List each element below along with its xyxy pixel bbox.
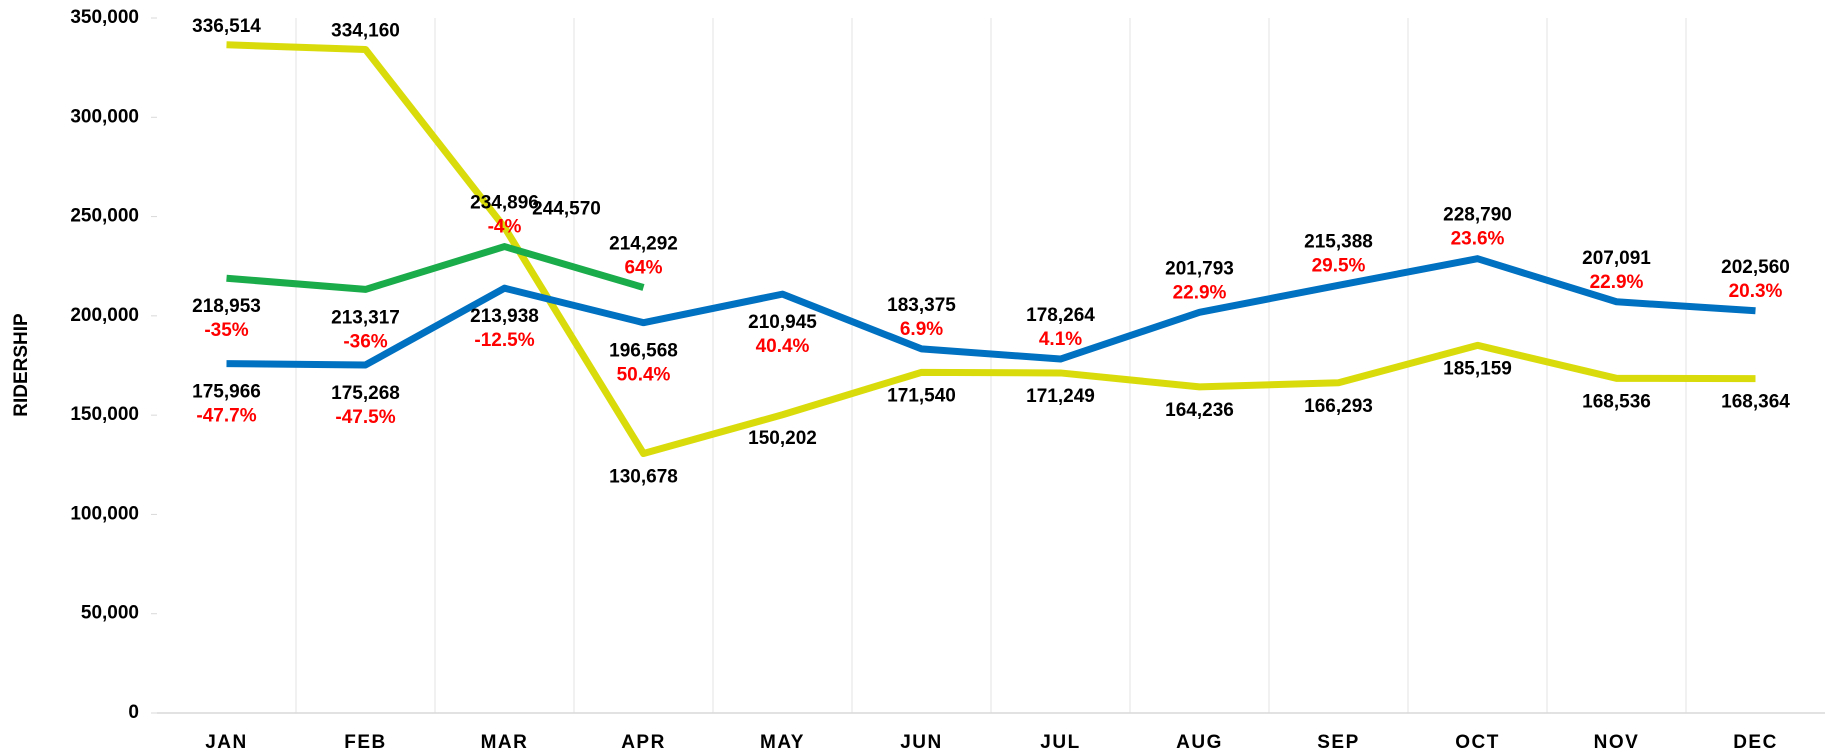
value-label: 171,540 bbox=[887, 385, 956, 406]
x-tick-label: JAN bbox=[205, 732, 248, 753]
pct-label: -47.7% bbox=[196, 406, 256, 427]
value-label: 178,264 bbox=[1026, 305, 1095, 326]
value-label: 201,793 bbox=[1165, 258, 1234, 279]
value-label: 185,159 bbox=[1443, 358, 1512, 379]
pct-label: 20.3% bbox=[1729, 281, 1783, 302]
y-tick-label: 200,000 bbox=[70, 305, 139, 326]
value-label: 168,536 bbox=[1582, 391, 1651, 412]
series-line bbox=[226, 243, 645, 293]
pct-label: -47.5% bbox=[335, 407, 395, 428]
y-tick-label: 50,000 bbox=[81, 603, 139, 624]
x-tick-label: FEB bbox=[344, 732, 387, 753]
value-label: 234,896 bbox=[470, 193, 539, 214]
x-tick-label: APR bbox=[621, 732, 666, 753]
value-label: 334,160 bbox=[331, 20, 400, 41]
pct-label: 4.1% bbox=[1039, 329, 1082, 350]
value-label: 130,678 bbox=[609, 467, 678, 488]
x-tick-label: JUL bbox=[1040, 732, 1080, 753]
x-tick-label: MAR bbox=[481, 732, 529, 753]
x-tick-label: MAY bbox=[760, 732, 805, 753]
value-label: 166,293 bbox=[1304, 396, 1373, 417]
pct-label: 64% bbox=[624, 257, 662, 278]
y-tick-label: 350,000 bbox=[70, 7, 139, 28]
x-tick-label: OCT bbox=[1455, 732, 1500, 753]
value-label: 175,966 bbox=[192, 382, 261, 403]
pct-label: 40.4% bbox=[756, 336, 810, 357]
series-line bbox=[226, 41, 1756, 458]
value-label: 168,364 bbox=[1721, 392, 1790, 413]
value-label: 214,292 bbox=[609, 233, 678, 254]
y-axis-label: RIDERSHIP bbox=[11, 313, 32, 417]
value-label: 213,317 bbox=[331, 307, 400, 328]
value-label: 202,560 bbox=[1721, 257, 1790, 278]
x-tick-label: DEC bbox=[1733, 732, 1778, 753]
value-label: 207,091 bbox=[1582, 248, 1651, 269]
value-label: 213,938 bbox=[470, 306, 539, 327]
pct-label: 29.5% bbox=[1312, 255, 1366, 276]
y-tick-label: 100,000 bbox=[70, 503, 139, 524]
y-tick-label: 150,000 bbox=[70, 404, 139, 425]
y-tick-label: 0 bbox=[128, 702, 139, 723]
pct-label: -4% bbox=[488, 217, 522, 238]
value-label: 175,268 bbox=[331, 383, 400, 404]
value-label: 150,202 bbox=[748, 428, 817, 449]
value-label: 171,249 bbox=[1026, 386, 1095, 407]
pct-label: -35% bbox=[204, 320, 248, 341]
x-tick-label: JUN bbox=[900, 732, 943, 753]
y-tick-label: 300,000 bbox=[70, 106, 139, 127]
value-label: 218,953 bbox=[192, 296, 261, 317]
value-label: 336,514 bbox=[192, 16, 261, 37]
pct-label: 22.9% bbox=[1590, 272, 1644, 293]
y-tick-label: 250,000 bbox=[70, 206, 139, 227]
value-label: 164,236 bbox=[1165, 400, 1234, 421]
value-label: 228,790 bbox=[1443, 205, 1512, 226]
value-label: 210,945 bbox=[748, 312, 817, 333]
pct-label: 50.4% bbox=[617, 365, 671, 386]
pct-label: 6.9% bbox=[900, 319, 943, 340]
pct-label: -12.5% bbox=[474, 330, 534, 351]
value-label: 215,388 bbox=[1304, 231, 1373, 252]
x-tick-label: NOV bbox=[1594, 732, 1640, 753]
pct-label: 22.9% bbox=[1173, 282, 1227, 303]
series-line bbox=[226, 255, 1756, 369]
x-tick-label: AUG bbox=[1176, 732, 1223, 753]
pct-label: 23.6% bbox=[1451, 229, 1505, 250]
pct-label: -36% bbox=[343, 331, 387, 352]
value-label: 244,570 bbox=[532, 198, 601, 219]
x-tick-label: SEP bbox=[1317, 732, 1360, 753]
value-label: 196,568 bbox=[609, 341, 678, 362]
value-label: 183,375 bbox=[887, 295, 956, 316]
